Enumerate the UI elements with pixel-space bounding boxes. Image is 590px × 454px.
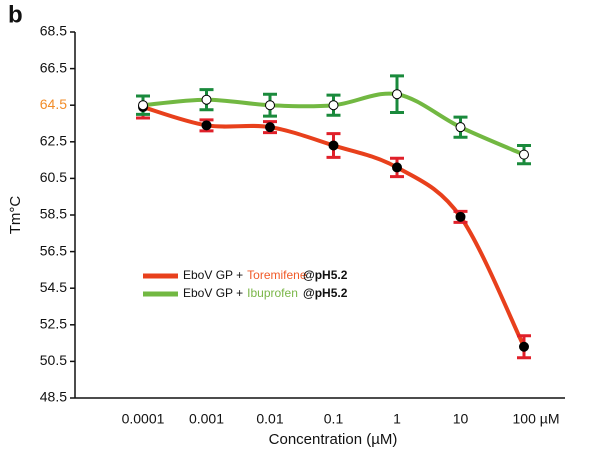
y-tick-label: 62.5 [40, 133, 67, 149]
marker [392, 162, 402, 173]
y-tick-label: 64.5 [40, 96, 67, 112]
x-tick-label: 0.01 [256, 411, 283, 427]
legend-label: EboV GP + Ibuprofen @pH5.2 [183, 286, 348, 300]
x-tick-label: 100 µM [513, 411, 560, 427]
marker [265, 122, 275, 133]
marker [138, 100, 148, 111]
marker [328, 140, 339, 151]
y-tick-label: 54.5 [40, 279, 67, 295]
x-tick-label: 0.001 [189, 411, 224, 427]
legend-suffix: @pH5.2 [303, 286, 348, 300]
y-axis-label: Tm°C [7, 196, 24, 235]
marker [328, 100, 339, 111]
marker [455, 122, 466, 133]
y-tick-label: 52.5 [40, 316, 67, 332]
x-axis-label: Concentration (µM) [269, 431, 398, 448]
y-tick-label: 56.5 [40, 242, 67, 258]
x-tick-label: 10 [453, 411, 469, 427]
y-tick-label: 60.5 [40, 169, 67, 185]
legend-name: Toremifene [247, 268, 307, 282]
legend-label: EboV GP + Toremifene@pH5.2 [183, 268, 348, 282]
y-tick-label: 58.5 [40, 206, 67, 222]
x-tick-label: 0.0001 [122, 411, 165, 427]
y-tick-label: 50.5 [40, 352, 67, 368]
y-tick-label: 68.5 [40, 23, 67, 39]
x-tick-label: 1 [393, 411, 401, 427]
marker [392, 89, 402, 100]
marker [519, 341, 529, 352]
panel-label: b [8, 1, 23, 28]
y-tick-label: 48.5 [40, 389, 67, 405]
legend-suffix: @pH5.2 [303, 268, 348, 282]
marker [265, 100, 275, 111]
x-tick-label: 0.1 [324, 411, 344, 427]
marker [519, 149, 529, 160]
marker [201, 94, 212, 105]
marker [455, 211, 466, 222]
marker [201, 120, 212, 131]
legend-prefix: EboV GP + [183, 286, 243, 300]
legend-name: Ibuprofen [247, 286, 298, 300]
legend-prefix: EboV GP + [183, 268, 243, 282]
y-tick-label: 66.5 [40, 59, 67, 75]
